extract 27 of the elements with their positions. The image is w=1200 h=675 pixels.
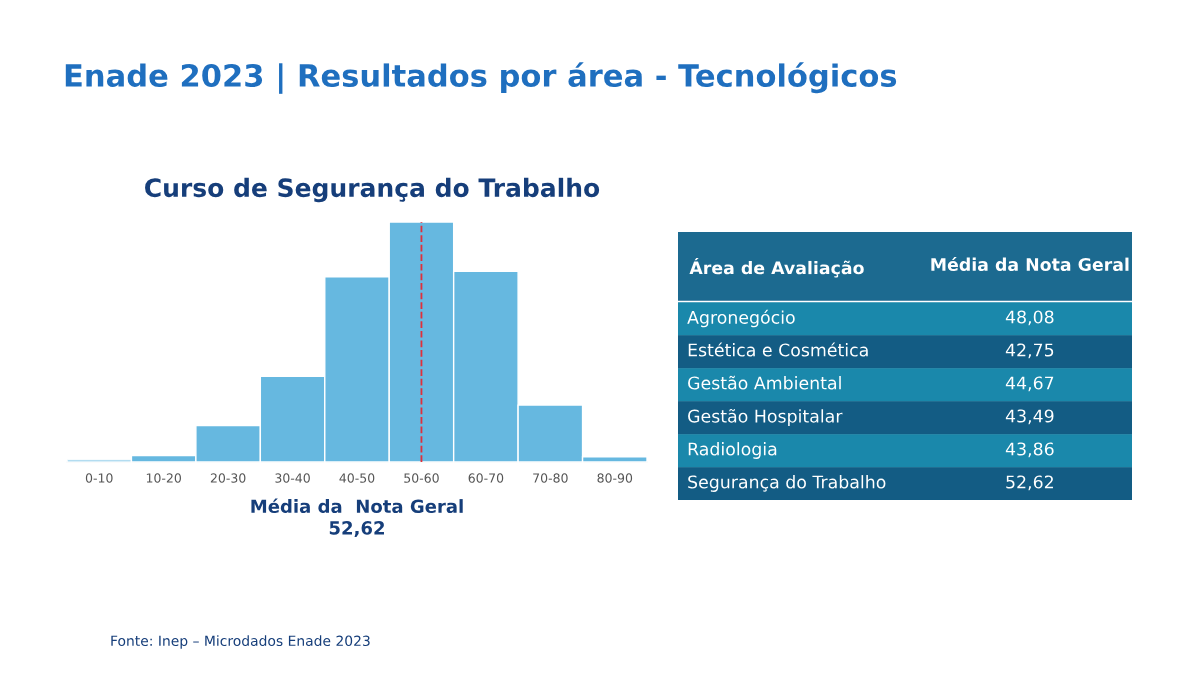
text: Gestão Ambiental <box>688 375 841 390</box>
x-tick-label: 30-40 <box>275 473 310 483</box>
text: Gestão Hospitalar <box>688 408 843 427</box>
x-tick-label: 60-70 <box>468 473 504 483</box>
text: Estética e Cosmética <box>688 342 868 357</box>
x-tick-label: 20-30 <box>210 473 246 483</box>
text: 42,75 <box>1005 343 1054 359</box>
text: 44,67 <box>1005 376 1054 392</box>
text: Agronegócio <box>687 309 795 328</box>
text: Segurança do Trabalho <box>688 475 886 492</box>
text: Radiologia <box>688 442 777 459</box>
x-tick-label: 80-90 <box>597 473 633 483</box>
text: 48,08 <box>1005 310 1054 326</box>
source-note: Fonte: Inep – Microdados Enade 2023 <box>111 635 370 649</box>
chart-title: Enade 2023 | Resultados por área - Tecnológicos <box>65 62 897 94</box>
chart-subtitle: Curso de Segurança do Trabalho <box>145 177 600 203</box>
x-tick-label: 50-60 <box>404 473 439 483</box>
text: Área de Avaliação <box>689 258 864 278</box>
x-tick-label: 40-50 <box>339 473 375 483</box>
x-axis-title: Média da Nota Geral 52,62 <box>251 498 463 537</box>
text: 52,62 <box>1006 475 1053 491</box>
x-tick-label: 70-80 <box>533 473 568 483</box>
x-tick-label: 0-10 <box>85 473 113 483</box>
text: 43,49 <box>1005 409 1054 425</box>
text: Média da Nota Geral <box>931 256 1129 272</box>
x-tick-label: 10-20 <box>146 473 181 483</box>
text: 43,86 <box>1005 442 1054 458</box>
